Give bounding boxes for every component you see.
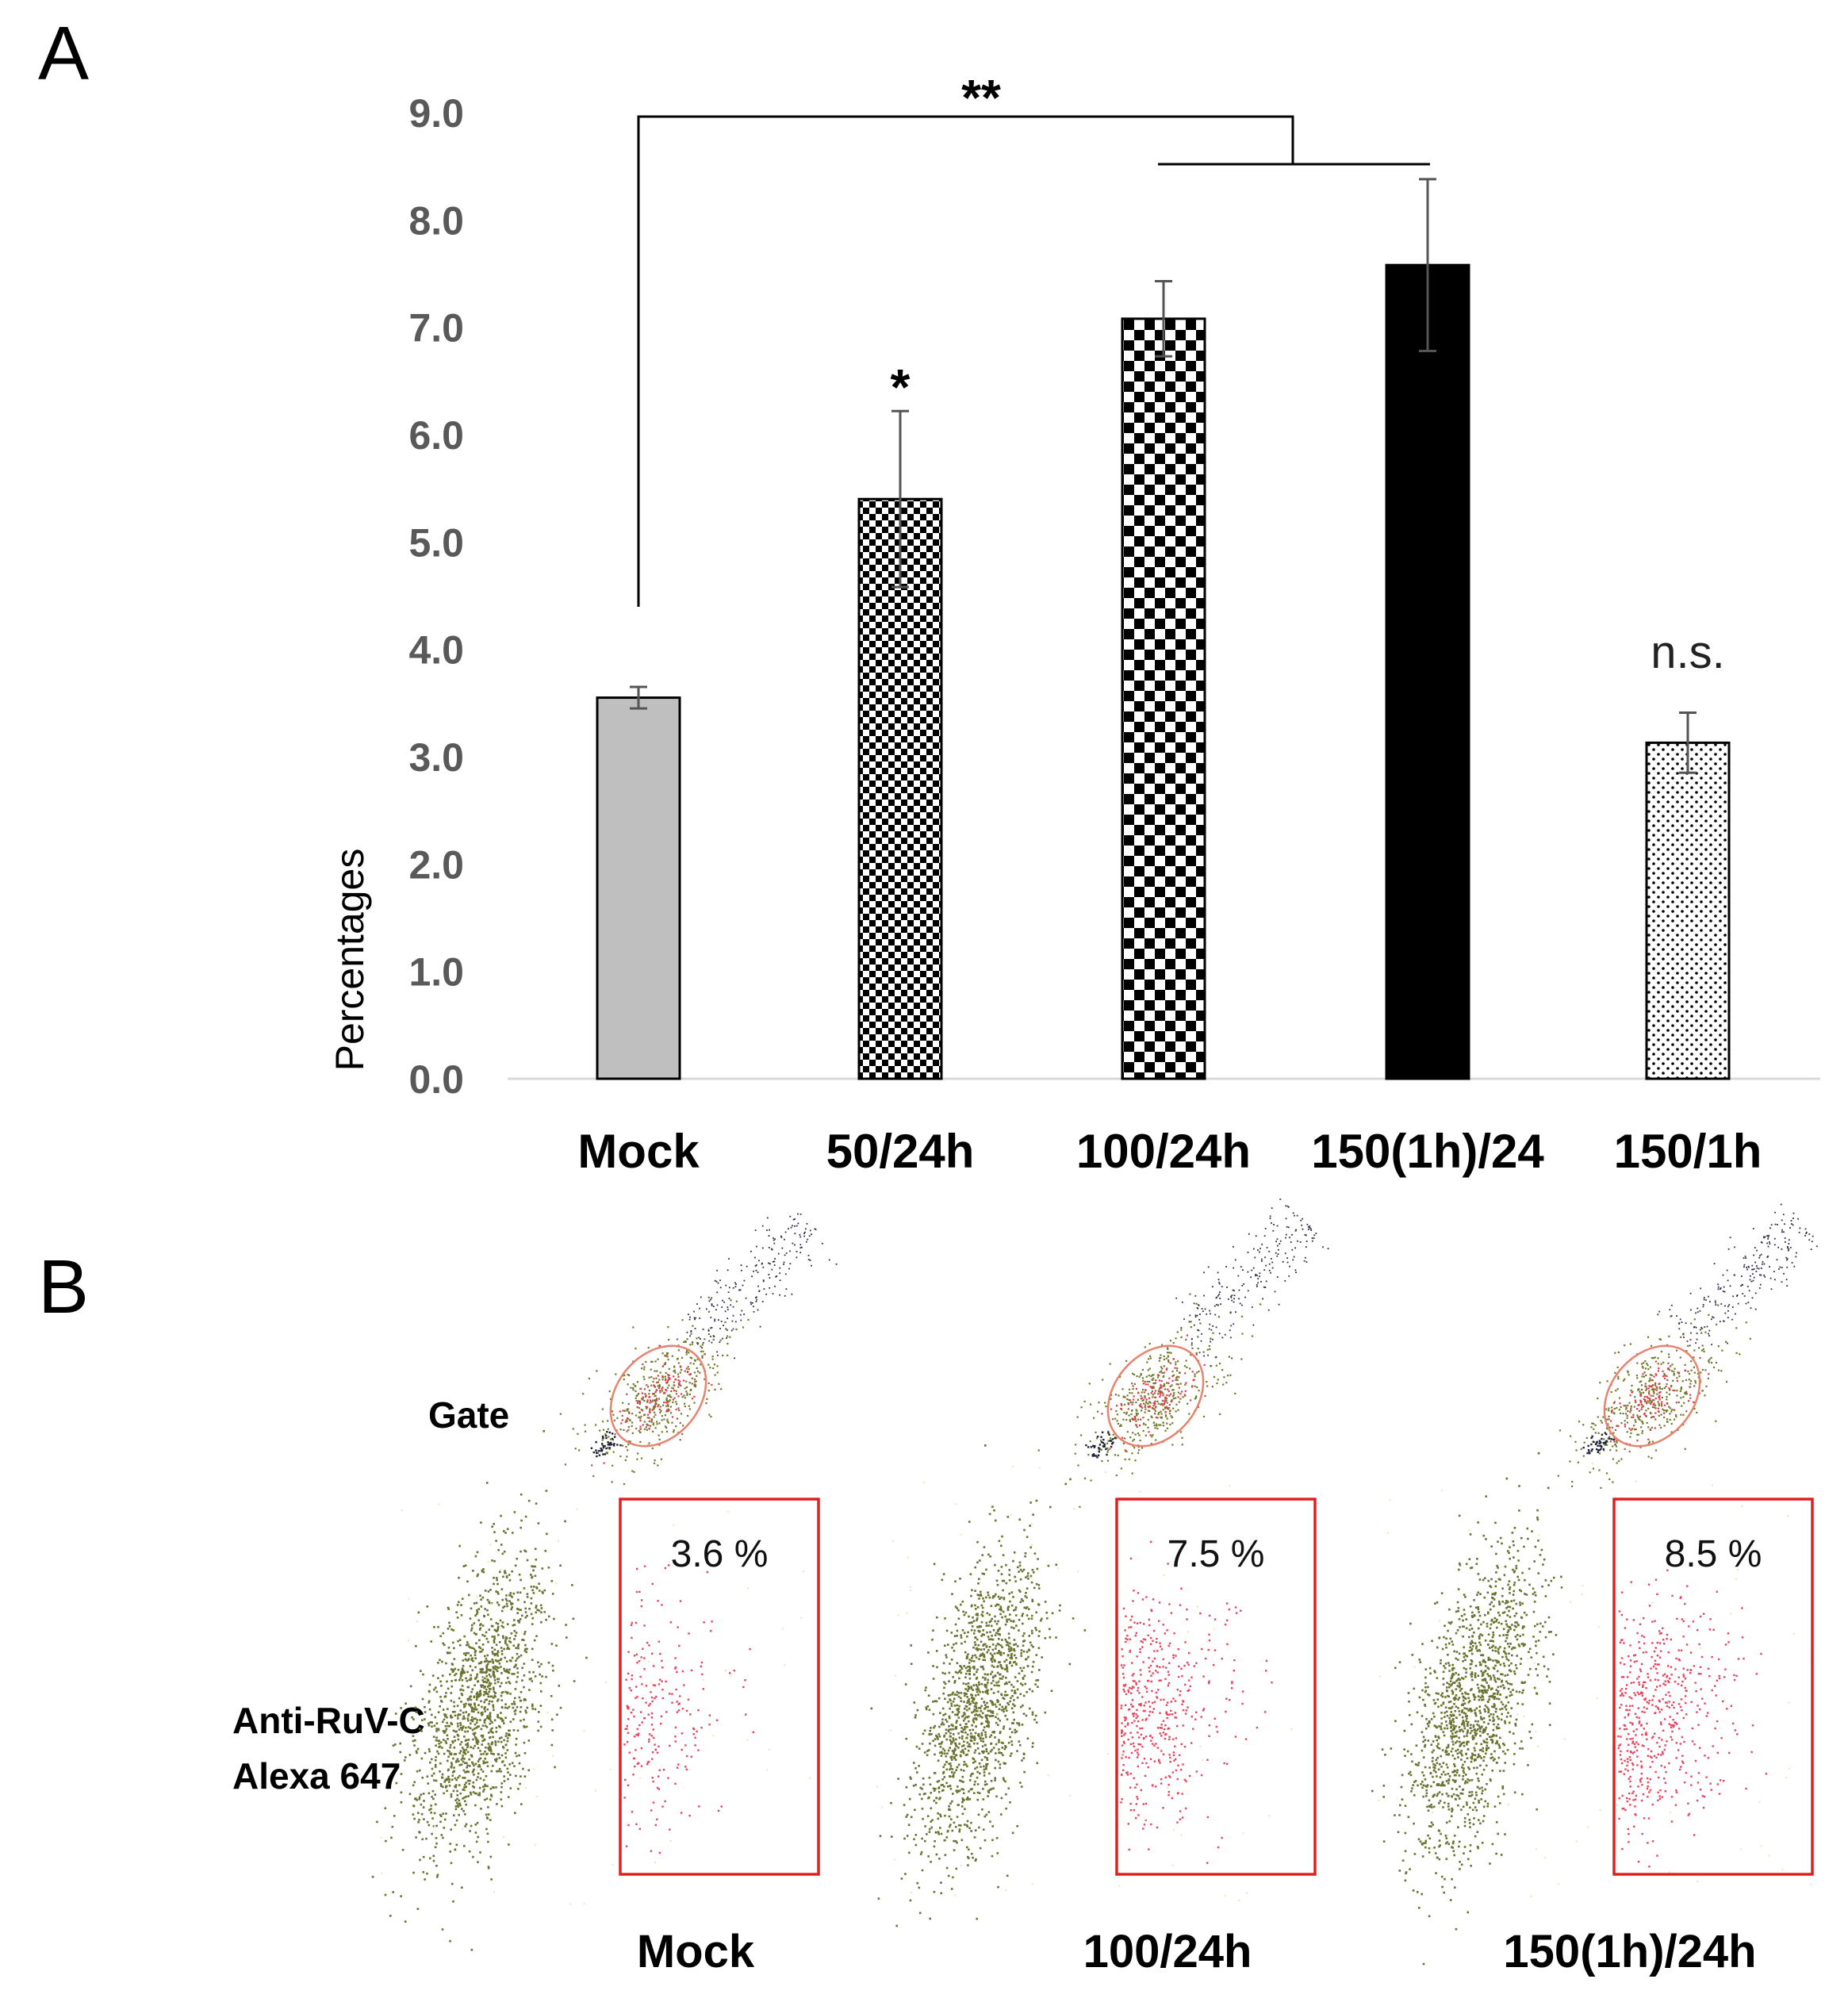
positive-percent: 8.5 % — [1665, 1533, 1762, 1575]
stain-row-label-line1: Anti-RuV-C — [232, 1700, 425, 1741]
positive-gate-box — [619, 1498, 820, 1876]
category-labels: Mock 50/24h 100/24h 150(1h)/24 150/1h — [577, 1125, 1762, 1178]
y-tick-label: 9.0 — [408, 91, 464, 136]
category-label: 150(1h)/24 — [1311, 1125, 1544, 1178]
bracket-label: ** — [961, 69, 1001, 126]
significance-bracket: ** — [637, 69, 1430, 607]
gate-row-label: Gate — [428, 1394, 509, 1436]
bar-4 — [1385, 263, 1470, 1080]
bar-1 — [596, 696, 681, 1080]
not-significant-label: n.s. — [1651, 627, 1725, 678]
y-tick-label: 2.0 — [408, 842, 464, 887]
positive-percent: 7.5 % — [1167, 1533, 1265, 1575]
y-tick-label: 1.0 — [408, 950, 464, 995]
stain-row-label-line2: Alexa 647 — [232, 1755, 401, 1797]
stain-density-plot — [371, 1430, 820, 1951]
panel-letter-b: B — [38, 1245, 89, 1329]
gate-ellipse — [1603, 1344, 1701, 1448]
sample-caption: 150(1h)/24h — [1503, 1926, 1756, 1977]
gate-scatter-plot — [559, 1213, 838, 1486]
y-axis-label: Percentages — [328, 849, 372, 1072]
error-bar-3 — [1155, 279, 1172, 358]
y-tick-labels: 0.0 1.0 2.0 3.0 4.0 5.0 6.0 7.0 8.0 9.0 — [408, 91, 464, 1102]
gate-ellipse — [1106, 1344, 1205, 1448]
bars — [596, 263, 1731, 1080]
category-label: 150/1h — [1614, 1125, 1762, 1178]
category-label: 50/24h — [826, 1125, 975, 1178]
error-bar-5 — [1679, 711, 1697, 774]
gate-scatter-plot — [1037, 1199, 1329, 1508]
panel-letter-a: A — [38, 11, 89, 96]
y-tick-label: 6.0 — [408, 413, 464, 458]
y-tick-label: 5.0 — [408, 520, 464, 565]
y-tick-label: 4.0 — [408, 628, 464, 673]
y-tick-label: 3.0 — [408, 735, 464, 780]
error-bars — [630, 178, 1697, 774]
stain-density-plot — [870, 1444, 1317, 1927]
bar-5 — [1645, 741, 1731, 1080]
flow-panels: 3.6 % Mock 7.5 % 100/24h 8.5 % 150(1h)/24h — [371, 1199, 1818, 1977]
positive-gate-box — [1115, 1498, 1317, 1876]
bar-annotations: * n.s. — [891, 359, 1725, 678]
gate-ellipse — [609, 1344, 707, 1448]
y-tick-label: 8.0 — [408, 198, 464, 243]
gate-scatter-plot — [1557, 1203, 1818, 1489]
positive-percent: 3.6 % — [671, 1533, 769, 1575]
sample-caption: 100/24h — [1083, 1926, 1252, 1977]
flow-sample-2: 7.5 % 100/24h — [870, 1199, 1329, 1977]
stain-density-plot — [1371, 1452, 1814, 1966]
bar-chart: 0.0 1.0 2.0 3.0 4.0 5.0 6.0 7.0 8.0 9.0 Percentag… — [328, 69, 1820, 1178]
significance-star: * — [891, 359, 911, 416]
error-bar-1 — [630, 685, 647, 710]
flow-sample-3: 8.5 % 150(1h)/24h — [1371, 1203, 1818, 1977]
y-tick-label: 7.0 — [408, 306, 464, 351]
error-bar-2 — [891, 409, 909, 589]
bar-2 — [857, 497, 943, 1080]
positive-gate-box — [1612, 1498, 1814, 1876]
flow-sample-1: 3.6 % Mock — [371, 1213, 838, 1977]
error-bar-4 — [1419, 178, 1436, 352]
sample-caption: Mock — [637, 1926, 755, 1977]
category-label: Mock — [577, 1125, 700, 1178]
bar-3 — [1121, 317, 1206, 1080]
category-label: 100/24h — [1076, 1125, 1251, 1178]
bracket-line — [637, 115, 1294, 607]
y-tick-label: 0.0 — [408, 1057, 464, 1102]
